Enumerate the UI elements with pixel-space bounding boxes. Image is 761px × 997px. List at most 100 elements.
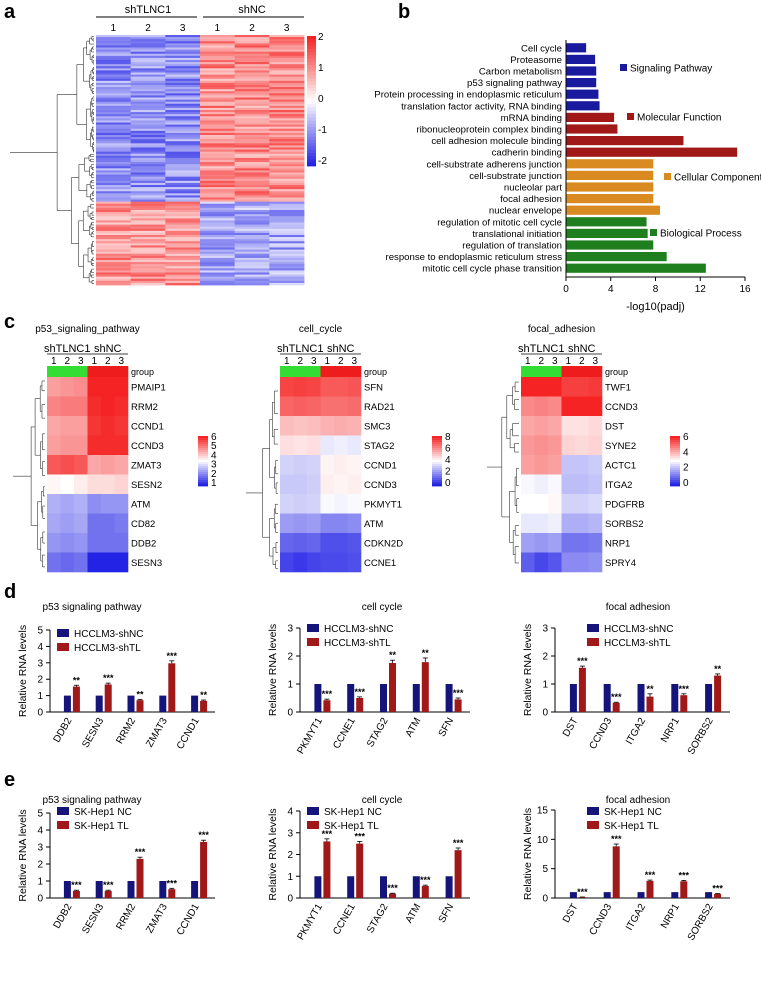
y-tick-label: 3 [542,624,548,635]
x-tick-label: DST [561,716,581,739]
heatmap-cell [130,247,166,250]
colorbar-segment [307,45,316,50]
heatmap-cell [234,85,270,88]
panel-d-bar-charts: p53 signaling pathway 0 1 2 3 4 5 Relative RNA … [17,602,730,757]
heatmap-cell [130,160,166,163]
colorbar-segment [432,470,442,473]
heatmap-cell [130,143,166,146]
heatmap-cell [96,178,132,182]
bar-treated [72,890,80,898]
colorbar-segment [198,444,208,447]
group-color-cell [280,366,294,377]
legend-label: HCCLM3-shNC [74,629,143,640]
heatmap-cell [165,266,201,269]
bar-control [569,892,577,898]
heatmap-cell [200,45,236,48]
heatmap-cell [165,168,201,171]
heatmap-cell [269,193,305,196]
heatmap-cell [280,513,294,534]
heatmap-cell [200,72,236,75]
heatmap-cell [548,552,562,573]
heatmap-cell [200,153,236,157]
bar-control [603,684,611,712]
heatmap-cell [47,396,61,417]
bar-control [95,881,103,898]
heatmap-cell [200,147,236,150]
heatmap-cell [165,139,201,142]
heatmap-cell [234,239,270,242]
heatmap-cell [130,95,166,98]
heatmap-cell [200,237,236,240]
heatmap-cell [320,377,335,397]
colorbar-tick: 2 [445,467,451,478]
heatmap-cell [561,513,576,534]
heatmap-cell [334,435,348,456]
heatmap-cell [561,533,576,553]
sample-label: 2 [105,356,111,367]
heatmap-cell [293,455,308,475]
heatmap-cell [269,118,305,121]
bar-treated [680,695,688,712]
heatmap-cell [101,474,115,495]
heatmap-cell [234,176,270,180]
bar-treated [323,700,331,712]
heatmap-cell [269,137,305,140]
heatmap-cell [234,237,270,240]
bar [566,228,648,238]
heatmap-cell [234,39,270,42]
heatmap-cell [269,245,305,248]
x-tick-label: ATM [404,902,424,925]
colorbar-segment [198,468,208,471]
x-tick-label: SORBS2 [686,716,716,757]
x-tick-label: CCND1 [175,716,202,752]
heatmap-cell [96,120,132,123]
legend-label: SK-Hep1 NC [604,807,662,818]
heatmap-cell [521,552,535,573]
heatmap-cell [269,157,305,161]
heatmap-cell [534,396,549,417]
heatmap-cell [165,270,201,273]
heatmap-cell [96,99,132,103]
heatmap-cell [269,166,305,169]
heatmap-cell [96,164,132,167]
heatmap-cell [114,494,129,514]
bar-treated [136,858,144,898]
x-tick-label: STAG2 [365,716,391,750]
heatmap-cell [165,280,201,284]
heatmap-cell [234,116,270,119]
heatmap-cell [521,494,535,514]
heatmap-cell [87,435,102,456]
heatmap-cell [234,203,270,207]
heatmap-cell [96,64,132,67]
heatmap-cell [200,132,236,136]
bar-treated [104,890,112,898]
heatmap-cell [269,185,305,188]
heatmap-cell [200,205,236,209]
colorbar-segment [198,472,208,475]
heatmap-cell [130,245,166,248]
heatmap-cell [96,187,132,190]
heatmap-cell [200,276,236,280]
colorbar-segment [670,440,680,443]
heatmap-cell [200,53,236,57]
bar-control [671,684,679,712]
heatmap-cell [534,533,549,553]
heatmap-cell [234,112,270,115]
bar-treated [714,893,722,898]
group-color-cell [320,366,335,377]
heatmap-cell [561,552,576,573]
heatmap-cell [165,212,201,215]
x-axis-label: -log10(padj) [626,301,685,313]
heatmap-cell [130,101,166,105]
heatmap-cell [269,214,305,217]
heatmap-cell [96,135,132,138]
colorbar-segment [198,480,208,483]
colorbar-segment [307,62,316,66]
heatmap-cell [96,157,132,161]
heatmap-cell [200,230,236,234]
legend-label: Signaling Pathway [630,64,712,75]
colorbar-segment [432,484,442,487]
heatmap-cell [165,64,201,67]
bar [566,182,654,192]
heatmap-cell [87,396,102,417]
